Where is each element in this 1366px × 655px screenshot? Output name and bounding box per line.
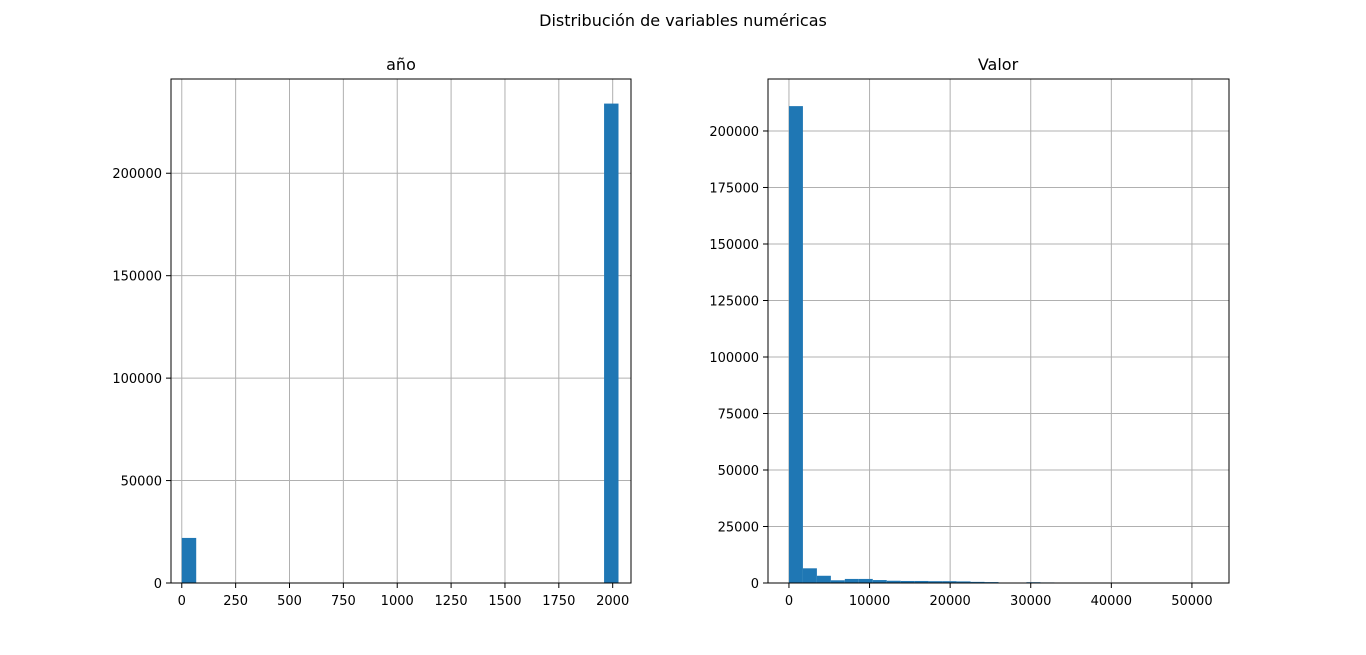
y-tick-label: 100000: [709, 351, 759, 366]
histogram-bar: [970, 581, 985, 583]
x-tick-label: 250: [223, 594, 248, 609]
y-tick-label: 75000: [718, 407, 759, 422]
histogram-bar: [788, 106, 803, 583]
histogram-bar: [886, 580, 901, 583]
x-tick-label: 0: [178, 594, 186, 609]
histogram-bar: [858, 578, 873, 583]
plot-frame: [767, 78, 1230, 584]
y-tick-label: 0: [751, 577, 759, 592]
y-tick-label: 50000: [121, 475, 162, 490]
histogram-ano: año 0 250 500 750 1000 1250 1500 1750 2000 0 5000…: [112, 55, 632, 609]
y-tick-label: 150000: [709, 238, 759, 253]
histogram-bar: [900, 580, 915, 583]
x-tick-label: 1000: [381, 594, 414, 609]
y-tick-label: 125000: [709, 294, 759, 309]
grid: [768, 79, 1229, 584]
histogram-bar: [942, 581, 957, 583]
bars: [788, 106, 1209, 583]
y-axis-ticks: 0 25000 50000 75000 100000 125000 150000 175000…: [709, 125, 768, 592]
x-tick-label: 40000: [1091, 594, 1132, 609]
y-tick-label: 200000: [112, 167, 162, 182]
y-axis-ticks: 0 50000 100000 150000 200000: [112, 167, 171, 592]
histogram-bar: [872, 580, 887, 583]
y-tick-label: 50000: [718, 464, 759, 479]
plot-frame: [170, 78, 632, 584]
histogram-valor: Valor 0 10000 20000 30000 40000 50000 0 25000 5…: [709, 55, 1230, 609]
histogram-bar: [844, 578, 859, 583]
histogram-bar: [928, 581, 943, 583]
histogram-bar: [802, 568, 817, 583]
histogram-bar: [956, 581, 971, 583]
grid: [171, 79, 631, 584]
x-tick-label: 1500: [488, 594, 521, 609]
histogram-bar: [914, 580, 929, 583]
histogram-bar: [830, 580, 845, 583]
x-tick-label: 750: [331, 594, 356, 609]
histogram-bar: [181, 537, 197, 583]
panel-title: Valor: [978, 55, 1019, 74]
x-tick-label: 10000: [849, 594, 890, 609]
y-tick-label: 200000: [709, 125, 759, 140]
x-tick-label: 1750: [542, 594, 575, 609]
y-tick-label: 0: [154, 577, 162, 592]
x-tick-label: 20000: [929, 594, 970, 609]
x-tick-label: 30000: [1010, 594, 1051, 609]
panel-title: año: [386, 55, 416, 74]
x-tick-label: 0: [785, 594, 793, 609]
histogram-bar: [816, 575, 831, 583]
bars: [181, 103, 619, 584]
x-axis-ticks: 0 250 500 750 1000 1250 1500 1750 2000: [178, 583, 629, 609]
x-tick-label: 500: [277, 594, 302, 609]
histogram-bar: [604, 103, 619, 584]
y-tick-label: 100000: [112, 372, 162, 387]
y-tick-label: 175000: [709, 181, 759, 196]
x-tick-label: 50000: [1171, 594, 1212, 609]
figure-title: Distribución de variables numéricas: [539, 11, 827, 30]
x-tick-label: 1250: [435, 594, 468, 609]
y-tick-label: 150000: [112, 270, 162, 285]
x-axis-ticks: 0 10000 20000 30000 40000 50000: [785, 583, 1213, 609]
x-tick-label: 2000: [596, 594, 629, 609]
y-tick-label: 25000: [718, 520, 759, 535]
